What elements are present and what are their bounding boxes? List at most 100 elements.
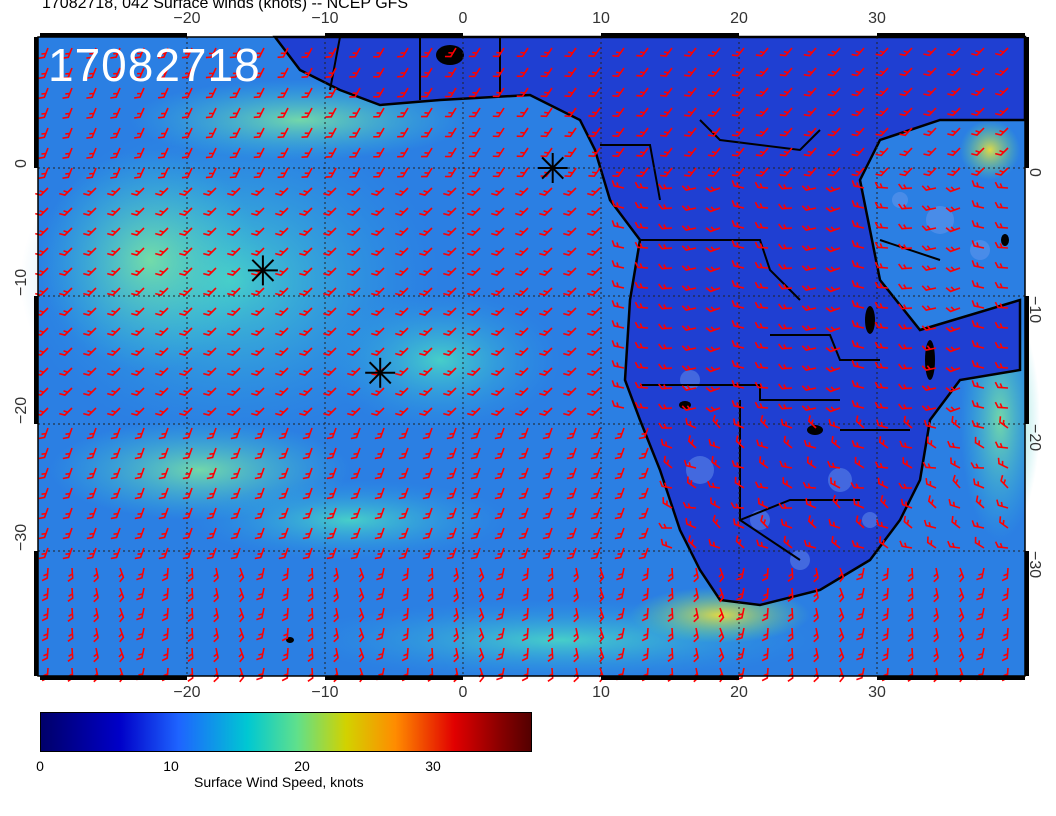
wind-barb <box>803 127 817 137</box>
wind-barb <box>470 547 481 560</box>
wind-barb <box>958 627 965 643</box>
wind-barb <box>803 539 817 549</box>
wind-barb <box>470 507 481 520</box>
wind-barb <box>205 127 217 139</box>
wind-barb <box>761 607 769 622</box>
wind-barb <box>93 607 99 623</box>
wind-barb <box>754 361 769 369</box>
wind-barb <box>754 181 769 189</box>
wind-barb <box>453 607 459 623</box>
wind-barb <box>658 522 672 529</box>
wind-barb <box>158 107 169 119</box>
wind-barb <box>277 47 289 59</box>
wind-barb <box>612 127 625 137</box>
wind-barb <box>187 607 194 622</box>
wind-barb <box>933 627 939 643</box>
wind-barb <box>110 107 121 119</box>
wind-barb <box>110 467 121 480</box>
wind-barb <box>349 147 361 158</box>
wind-barb <box>179 407 193 416</box>
wind-barb <box>707 107 721 117</box>
wind-barb <box>539 267 553 276</box>
wind-barb <box>971 400 985 409</box>
wind-barb <box>731 147 745 157</box>
wind-barb <box>874 381 889 389</box>
wind-barb <box>587 227 601 236</box>
wind-barb <box>281 627 289 642</box>
wind-barb <box>851 47 865 57</box>
wind-barb <box>38 47 49 60</box>
wind-barb <box>179 247 193 256</box>
wind-barb <box>564 147 577 158</box>
wind-barb <box>755 47 769 57</box>
wind-barb <box>395 267 409 276</box>
wind-barb <box>275 267 289 276</box>
wind-barb <box>349 107 361 118</box>
wind-barb <box>182 427 193 440</box>
wind-barb <box>997 457 1009 469</box>
wind-barb <box>277 167 289 179</box>
wind-barb <box>227 207 241 216</box>
wind-barb <box>118 607 125 623</box>
wind-barb <box>898 263 913 270</box>
wind-barb <box>539 247 553 256</box>
wind-barb <box>203 247 217 256</box>
wind-barb <box>93 587 99 603</box>
wind-barb <box>801 345 817 351</box>
wind-barb <box>468 47 481 58</box>
wind-barb <box>899 107 913 117</box>
wind-barb <box>611 240 625 249</box>
wind-barb <box>62 487 73 500</box>
wind-barb <box>681 365 697 371</box>
wind-barb <box>611 380 625 389</box>
wind-barb <box>778 263 793 270</box>
wind-barb <box>227 247 241 256</box>
wind-barb <box>256 647 265 661</box>
wind-barb <box>658 243 673 250</box>
wind-barb <box>373 167 385 178</box>
wind-barb <box>349 167 361 178</box>
wind-barb <box>398 447 409 460</box>
wind-barb <box>755 107 769 117</box>
wind-barb <box>667 567 674 582</box>
wind-barb <box>254 427 265 440</box>
wind-barb <box>83 207 97 216</box>
wind-barb <box>573 567 579 583</box>
wind-barb <box>900 498 913 509</box>
wind-barb <box>41 587 49 602</box>
wind-barb <box>611 280 625 289</box>
wind-barb <box>970 462 985 469</box>
wind-barb <box>131 247 145 256</box>
wind-barb <box>995 67 1009 76</box>
wind-barb <box>1001 627 1009 642</box>
wind-barb <box>923 67 937 77</box>
wind-barb <box>614 467 625 480</box>
wind-barb <box>333 647 339 663</box>
wind-barb <box>496 627 505 641</box>
wind-barb <box>203 207 217 216</box>
wind-barb <box>806 456 817 469</box>
wind-barb <box>107 187 121 196</box>
wind-barb <box>134 67 145 79</box>
wind-barb <box>832 494 841 509</box>
wind-barb <box>373 67 385 78</box>
wind-barb <box>563 387 577 396</box>
wind-barb <box>634 341 649 349</box>
wind-barb <box>587 207 601 216</box>
wind-barb <box>349 47 361 58</box>
wind-barb <box>971 280 985 289</box>
wind-barb <box>41 647 49 662</box>
wind-barb <box>467 367 481 376</box>
wind-barb <box>927 495 937 509</box>
wind-barb <box>251 407 265 416</box>
wind-barb <box>730 502 745 509</box>
wind-barb <box>598 627 605 643</box>
wind-barb <box>660 167 673 177</box>
wind-barb <box>181 127 193 139</box>
wind-barb <box>38 547 49 560</box>
wind-barb <box>734 476 745 489</box>
wind-barb <box>563 187 577 196</box>
wind-barb <box>83 327 97 336</box>
wind-barb <box>131 227 145 236</box>
